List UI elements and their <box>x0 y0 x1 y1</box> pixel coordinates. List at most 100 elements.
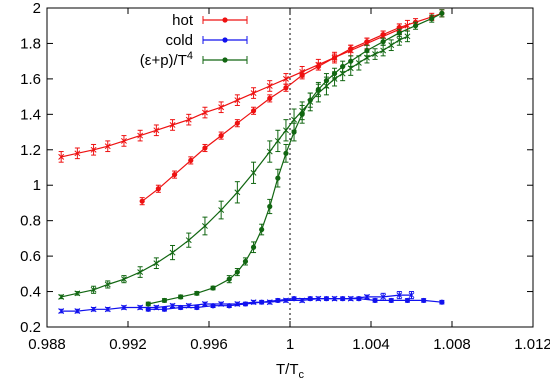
data-point <box>266 299 273 306</box>
legend-label: cold <box>165 32 193 49</box>
data-point <box>372 297 378 304</box>
legend-entry: hot <box>172 12 248 29</box>
data-point <box>137 132 144 139</box>
data-point <box>299 68 306 75</box>
data-point <box>266 148 273 155</box>
data-point <box>299 297 306 304</box>
data-point <box>234 269 240 275</box>
data-point <box>347 47 354 54</box>
data-point <box>218 207 225 213</box>
data-point <box>137 269 144 276</box>
data-point <box>153 260 160 267</box>
x-axis-label-main: T/T <box>276 361 299 378</box>
data-point <box>331 54 338 61</box>
data-point <box>185 302 192 309</box>
data-point <box>169 122 176 128</box>
legend-label: hot <box>172 12 194 29</box>
y-tick-label: 1 <box>33 177 41 194</box>
y-tick-label: 0.4 <box>20 284 41 301</box>
legend-label: (ε+p)/T4 <box>140 50 193 69</box>
data-point <box>439 299 445 305</box>
data-point <box>283 150 289 156</box>
data-point <box>404 297 411 304</box>
data-point <box>218 133 224 139</box>
data-point <box>380 47 387 54</box>
data-point <box>169 302 176 309</box>
x-tick-label: 1.012 <box>514 336 550 353</box>
x-tick-label: 1.008 <box>433 336 471 353</box>
data-point <box>153 304 160 311</box>
data-point <box>250 108 257 114</box>
data-point <box>234 189 241 196</box>
data-point <box>210 285 216 291</box>
data-point <box>331 295 338 302</box>
x-tick-label: 0.996 <box>190 336 228 353</box>
data-point <box>291 116 298 123</box>
y-tick-label: 1.6 <box>20 71 41 88</box>
y-tick-label: 1.8 <box>20 35 41 52</box>
data-point <box>282 297 289 304</box>
data-point <box>275 175 281 181</box>
data-point <box>250 299 257 306</box>
data-point <box>404 22 411 29</box>
data-point <box>137 304 144 311</box>
y-tick-label: 1.2 <box>20 142 41 159</box>
legend-marker <box>222 57 228 63</box>
data-point <box>201 109 208 116</box>
data-point <box>120 304 127 311</box>
data-point <box>58 153 65 160</box>
series-3 <box>58 291 415 315</box>
ticks-layer: 0.988 0.992 0.996 1 1.004 1.008 1.012 0.2 0.4 0.6… <box>20 0 550 353</box>
data-point <box>363 293 370 300</box>
data-point <box>282 127 289 134</box>
x-axis-label-subscript: c <box>299 369 305 381</box>
data-point <box>347 295 354 302</box>
data-point <box>188 157 194 164</box>
data-point <box>315 90 322 97</box>
series-1 <box>58 19 411 163</box>
data-point <box>412 23 419 29</box>
data-point <box>74 308 81 315</box>
legend-entry: cold <box>165 32 248 49</box>
data-point <box>185 237 192 244</box>
data-point <box>242 301 249 307</box>
data-point <box>202 145 208 151</box>
data-point <box>267 95 273 101</box>
data-point <box>266 83 273 89</box>
x-axis-label: T/Tc <box>276 361 305 381</box>
data-point <box>323 83 330 89</box>
x-tick-label: 0.988 <box>28 336 66 353</box>
legend-marker <box>222 17 228 23</box>
data-point <box>218 104 225 111</box>
data-point <box>161 306 168 312</box>
data-point <box>90 306 97 313</box>
data-point <box>194 290 200 296</box>
y-tick-label: 0.8 <box>20 213 41 230</box>
data-point <box>267 203 273 210</box>
data-point <box>161 297 168 304</box>
x-tick-label: 0.992 <box>109 336 147 353</box>
data-point <box>315 295 322 302</box>
data-point <box>171 171 178 178</box>
data-point <box>282 75 289 82</box>
data-point <box>234 120 240 126</box>
data-point <box>178 294 184 300</box>
data-point <box>331 75 338 82</box>
data-point <box>388 42 395 49</box>
data-point <box>429 16 435 22</box>
data-point <box>139 198 145 204</box>
data-point <box>396 36 403 43</box>
data-point <box>250 169 257 176</box>
data-point <box>218 301 225 307</box>
data-point <box>104 281 111 288</box>
data-point <box>259 226 265 233</box>
data-point <box>169 249 176 256</box>
data-point <box>74 290 81 297</box>
data-point <box>347 65 354 72</box>
data-point <box>234 301 241 307</box>
y-tick-label: 2 <box>33 0 41 17</box>
data-point <box>58 308 65 315</box>
data-point <box>339 70 346 77</box>
data-point <box>250 244 257 250</box>
legend-marker <box>222 37 228 43</box>
